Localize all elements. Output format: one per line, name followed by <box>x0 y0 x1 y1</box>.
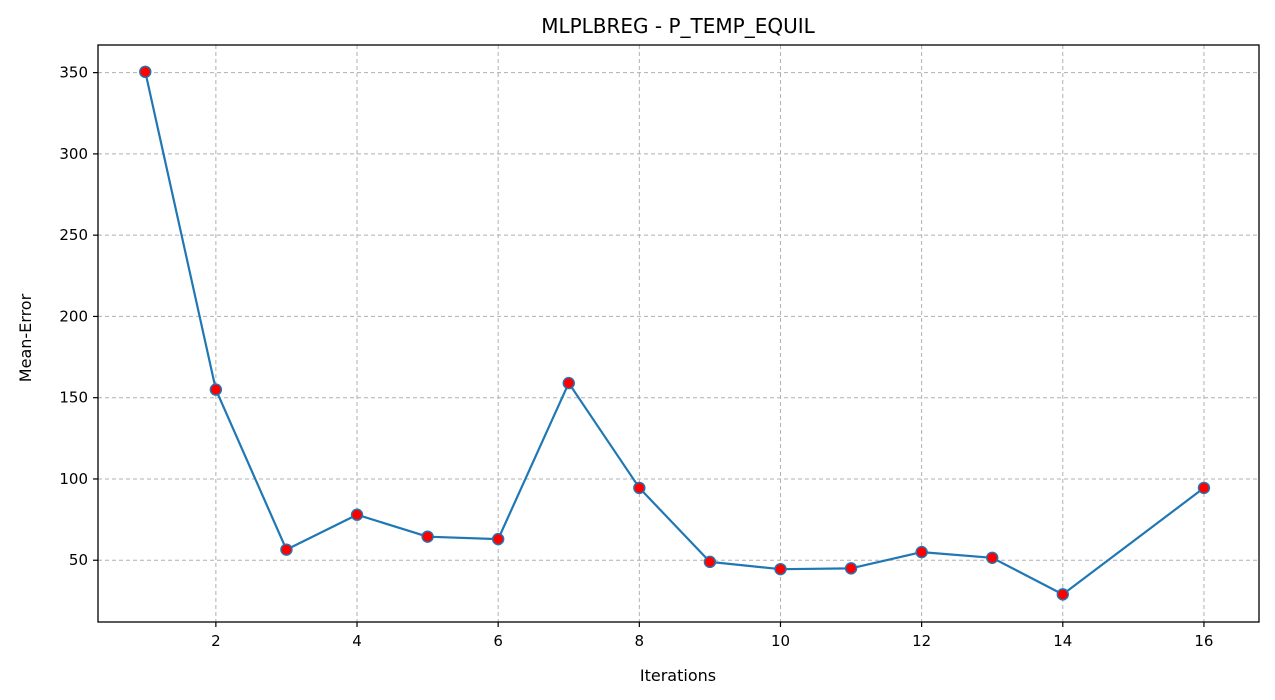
data-point <box>703 555 717 569</box>
y-tick-label: 150 <box>59 389 88 407</box>
x-axis-label: Iterations <box>640 666 716 685</box>
data-point <box>139 65 152 79</box>
y-tick-label: 300 <box>59 145 88 163</box>
data-point <box>986 551 999 564</box>
y-axis-label: Mean-Error <box>16 293 35 382</box>
y-tick-label: 50 <box>69 551 88 569</box>
x-tick-label: 4 <box>352 632 362 650</box>
x-tick-label: 10 <box>771 632 790 650</box>
y-axis: 50 100 150 200 250 300 350 <box>59 64 98 569</box>
series-layer <box>139 65 1211 601</box>
data-point <box>1197 481 1211 495</box>
data-point <box>562 376 575 390</box>
data-point <box>350 508 364 521</box>
grid-lines <box>98 45 1259 622</box>
plot-frame <box>97 44 1260 623</box>
x-tick-label: 6 <box>493 632 503 650</box>
data-point <box>1056 588 1069 601</box>
data-point <box>633 481 646 495</box>
data-point <box>844 562 858 575</box>
x-tick-label: 2 <box>211 632 221 650</box>
chart-title: MLPLBREG - P_TEMP_EQUIL <box>541 14 815 38</box>
x-tick-label: 12 <box>912 632 931 650</box>
y-tick-label: 250 <box>59 226 88 244</box>
x-axis: 2 4 6 8 10 12 14 16 <box>211 622 1213 650</box>
series-line <box>144 71 1205 596</box>
y-tick-label: 200 <box>59 307 88 325</box>
x-tick-label: 14 <box>1053 632 1072 650</box>
x-tick-label: 8 <box>635 632 645 650</box>
x-tick-label: 16 <box>1194 632 1213 650</box>
data-point <box>280 543 293 556</box>
y-tick-label: 350 <box>59 64 88 82</box>
data-point <box>421 530 434 543</box>
data-point <box>915 545 928 559</box>
y-tick-label: 100 <box>59 470 88 488</box>
data-point <box>491 532 505 546</box>
data-point <box>774 562 787 576</box>
data-point <box>209 383 223 396</box>
